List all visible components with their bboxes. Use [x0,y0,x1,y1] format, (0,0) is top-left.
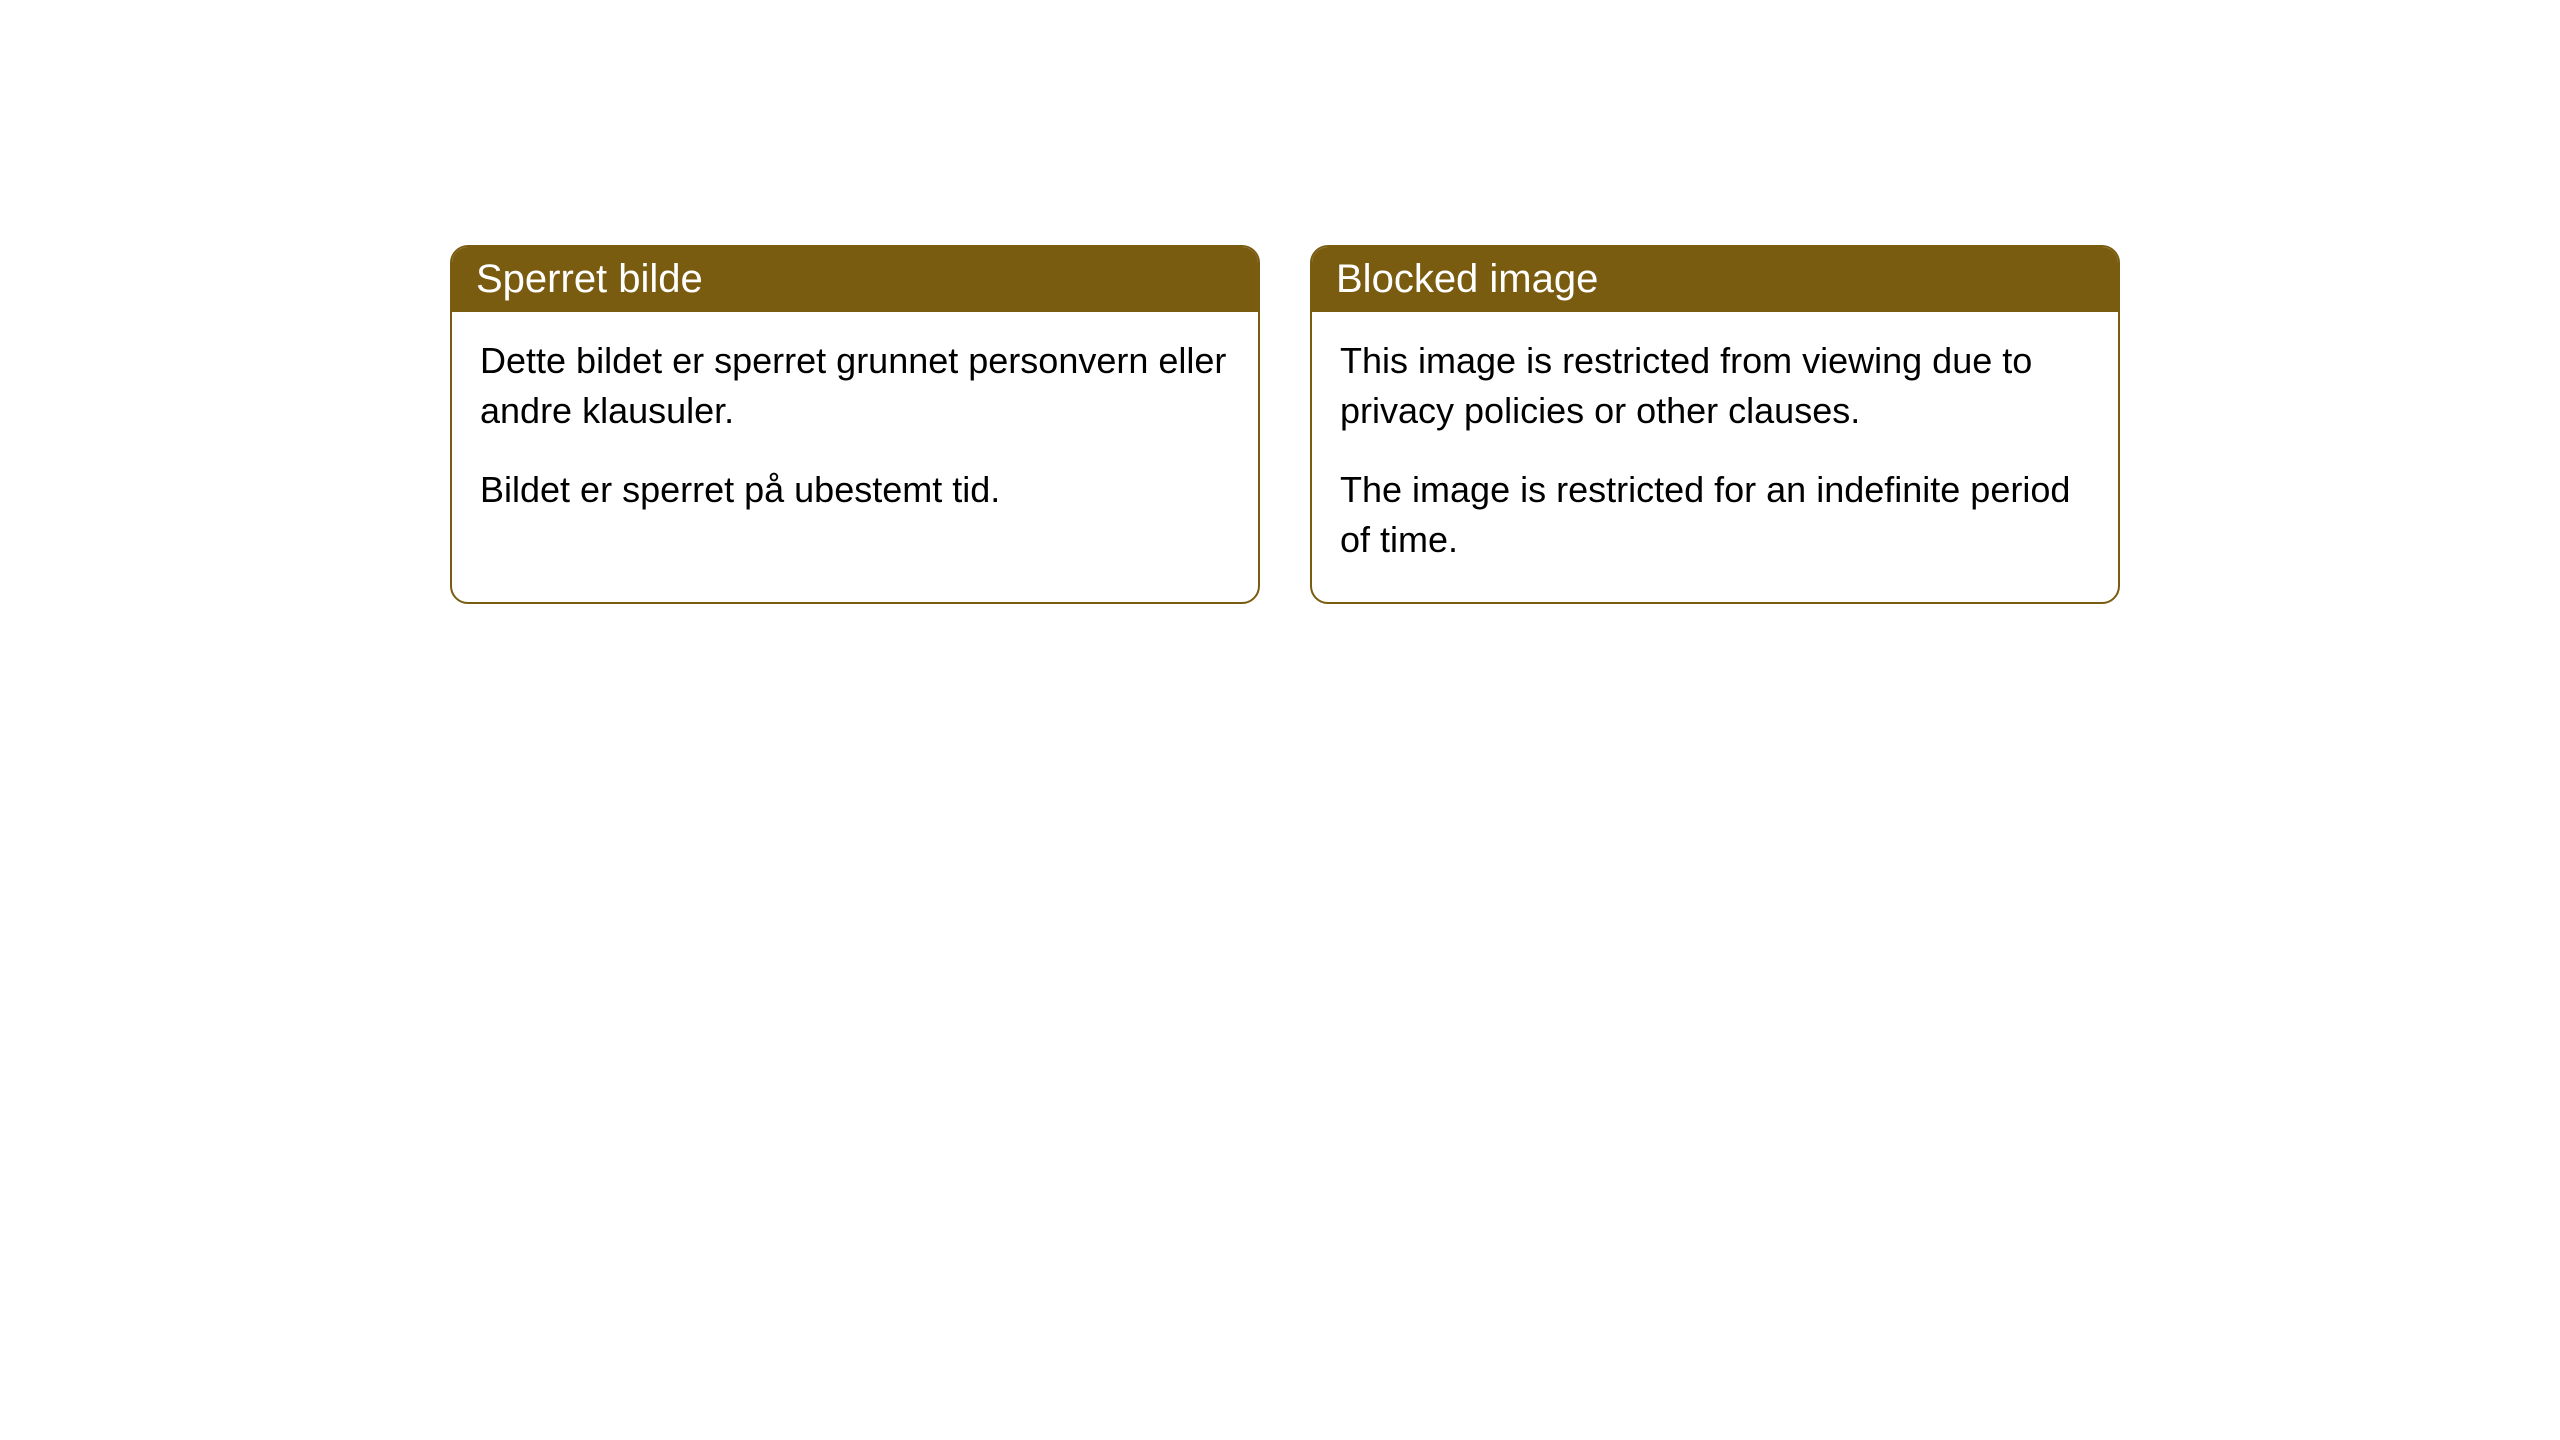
card-title: Blocked image [1336,257,1598,301]
card-paragraph: Bildet er sperret på ubestemt tid. [480,465,1230,515]
card-body: Dette bildet er sperret grunnet personve… [452,312,1258,551]
card-paragraph: Dette bildet er sperret grunnet personve… [480,336,1230,437]
notice-cards-container: Sperret bilde Dette bildet er sperret gr… [450,245,2120,604]
notice-card-english: Blocked image This image is restricted f… [1310,245,2120,604]
card-header: Sperret bilde [452,247,1258,312]
notice-card-norwegian: Sperret bilde Dette bildet er sperret gr… [450,245,1260,604]
card-header: Blocked image [1312,247,2118,312]
card-title: Sperret bilde [476,257,703,301]
card-paragraph: The image is restricted for an indefinit… [1340,465,2090,566]
card-paragraph: This image is restricted from viewing du… [1340,336,2090,437]
card-body: This image is restricted from viewing du… [1312,312,2118,602]
